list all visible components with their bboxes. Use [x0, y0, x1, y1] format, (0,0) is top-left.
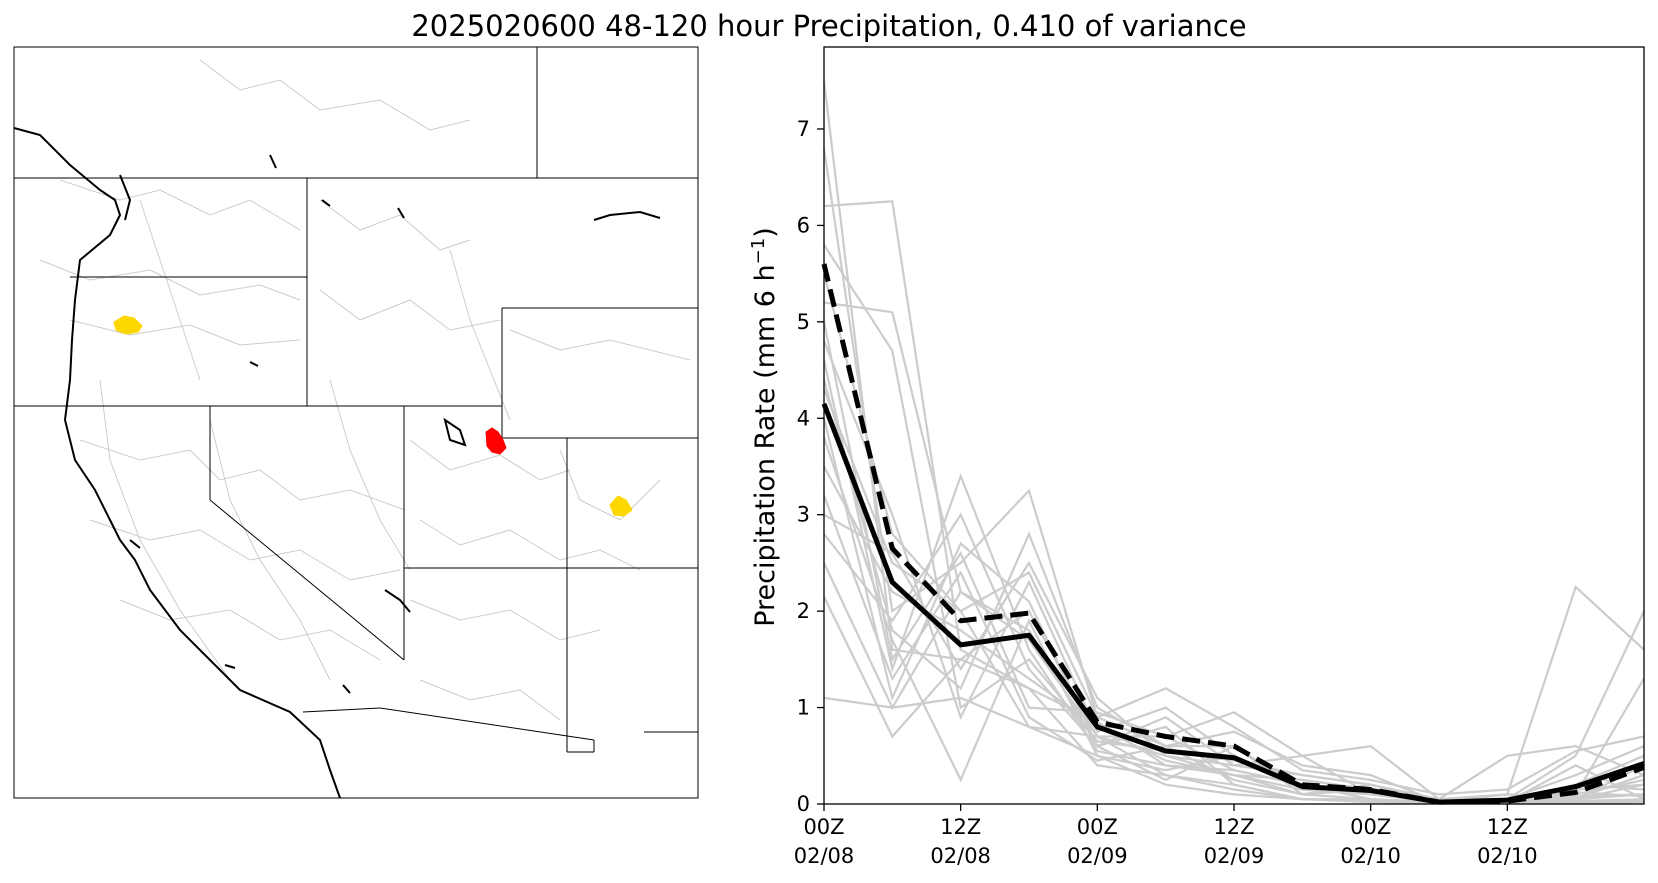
y-axis-label: Precipitation Rate (mm 6 h−1) — [748, 227, 782, 627]
member-line-19 — [823, 696, 1645, 805]
member-line-9 — [822, 379, 1645, 804]
member-line-1 — [822, 80, 1645, 804]
member-line-17 — [823, 562, 1645, 805]
y-tick-label: 5 — [797, 310, 810, 334]
member-line-3 — [823, 200, 1645, 801]
figure-title: 2025020600 48-120 hour Precipitation, 0.… — [411, 9, 1247, 43]
state-borders — [13, 46, 699, 799]
dashed-mean-line — [821, 263, 1645, 805]
coastline-and-lakes — [13, 127, 661, 799]
x-tick-label-time: 12Z — [1213, 815, 1254, 839]
x-axis: 00Z 02/08 12Z 02/08 00Z 02/09 12Z 02/09 00Z 02/10… — [794, 804, 1538, 868]
top-basin — [485, 427, 507, 455]
x-tick-label-date: 02/10 — [1477, 844, 1538, 868]
y-tick-label: 6 — [797, 213, 810, 237]
member-line-20 — [822, 273, 1645, 796]
x-tick-label-time: 00Z — [1077, 815, 1118, 839]
x-tick-label-date: 02/10 — [1340, 844, 1401, 868]
member-line-6 — [822, 321, 1645, 801]
x-tick-label-time: 00Z — [803, 815, 844, 839]
y-tick-label: 4 — [797, 406, 810, 430]
y-tick-label: 3 — [797, 503, 810, 527]
y-axis: 0 1 2 3 4 5 6 7 — [797, 117, 824, 816]
x-tick-label-time: 12Z — [940, 815, 981, 839]
x-tick-label-time: 12Z — [1487, 815, 1528, 839]
x-tick-label-date: 02/09 — [1204, 844, 1265, 868]
ensemble-members — [822, 80, 1645, 805]
member-line-8 — [822, 360, 1645, 805]
x-tick-label-date: 02/08 — [930, 844, 991, 868]
y-tick-label: 1 — [797, 696, 810, 720]
y-tick-label: 7 — [797, 117, 810, 141]
basin-map — [13, 46, 699, 799]
member-line-2 — [822, 148, 1645, 804]
x-tick-label-date: 02/09 — [1067, 844, 1128, 868]
member-line-4 — [823, 244, 1645, 804]
secondary-basin-northwest — [113, 315, 143, 335]
plot-frame — [823, 46, 1645, 805]
basin-boundaries — [39, 59, 691, 721]
secondary-basin-east — [609, 495, 633, 517]
y-tick-label: 2 — [797, 599, 810, 623]
y-tick-label: 0 — [797, 792, 810, 816]
summary-lines — [821, 263, 1645, 805]
x-tick-label-time: 00Z — [1350, 815, 1391, 839]
x-tick-label-date: 02/08 — [794, 844, 855, 868]
solid-mean-line — [821, 402, 1645, 805]
